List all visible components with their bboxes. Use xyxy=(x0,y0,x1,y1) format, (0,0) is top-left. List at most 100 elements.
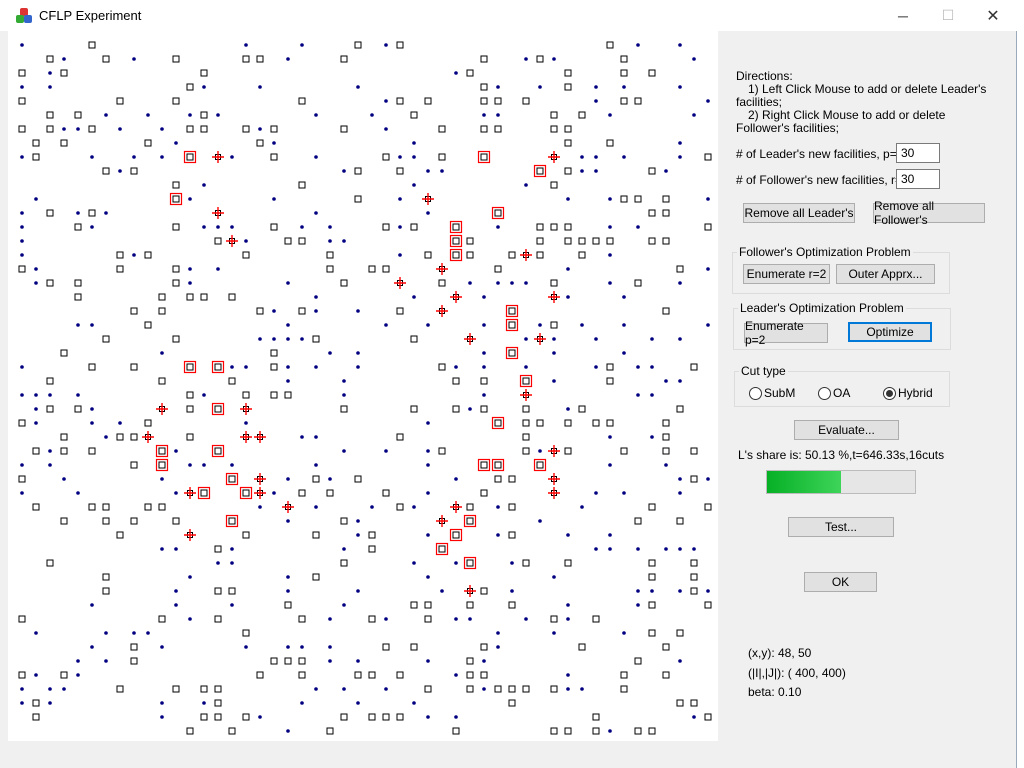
candidate-site xyxy=(424,601,432,609)
customer-point xyxy=(384,43,388,47)
candidate-site xyxy=(270,223,278,231)
radio-subm-label: SubM xyxy=(764,386,796,400)
candidate-site xyxy=(186,727,194,735)
leader-facility-marker xyxy=(239,486,253,500)
enumerate-p-button[interactable]: Enumerate p=2 xyxy=(744,319,828,347)
candidate-site xyxy=(522,559,530,567)
radio-hybrid[interactable]: Hybrid xyxy=(883,386,933,400)
leader-facility-site xyxy=(214,363,222,371)
leader-facility-site xyxy=(438,545,446,553)
candidate-site xyxy=(382,223,390,231)
customer-point xyxy=(538,519,542,523)
customer-point xyxy=(146,113,150,117)
remove-all-follower-button[interactable]: Remove all Follower's xyxy=(873,199,985,227)
customer-point xyxy=(566,673,570,677)
candidate-site xyxy=(256,139,264,147)
candidate-site xyxy=(18,97,26,105)
customer-point xyxy=(678,281,682,285)
follower-count-input[interactable]: 30 xyxy=(896,169,940,189)
customer-point xyxy=(664,463,668,467)
customer-point xyxy=(636,547,640,551)
candidate-site xyxy=(88,503,96,511)
candidate-site xyxy=(284,391,292,399)
candidate-site xyxy=(522,447,530,455)
customer-point xyxy=(188,197,192,201)
leader-facility-marker xyxy=(169,192,183,206)
candidate-site xyxy=(270,349,278,357)
candidate-site xyxy=(648,573,656,581)
sizes-readout: (|I|,|J|): ( 400, 400) xyxy=(748,666,846,680)
candidate-site xyxy=(648,503,656,511)
maximize-button[interactable]: ☐ xyxy=(941,7,955,23)
customer-point xyxy=(90,155,94,159)
evaluate-button[interactable]: Evaluate... xyxy=(794,420,899,440)
candidate-site xyxy=(368,545,376,553)
candidate-site xyxy=(340,517,348,525)
outer-approx-button[interactable]: Outer Apprx... xyxy=(836,264,935,284)
candidate-site xyxy=(354,475,362,483)
customer-point xyxy=(342,393,346,397)
leader-facility-site xyxy=(508,307,516,315)
leader-facility-site xyxy=(186,363,194,371)
facility-map-canvas[interactable] xyxy=(8,31,718,741)
minimize-button[interactable]: ─ xyxy=(898,7,908,24)
candidate-site xyxy=(396,671,404,679)
candidate-site xyxy=(158,307,166,315)
radio-subm[interactable]: SubM xyxy=(749,386,795,400)
candidate-site xyxy=(158,377,166,385)
candidate-site xyxy=(648,601,656,609)
candidate-site xyxy=(298,237,306,245)
customer-point xyxy=(20,365,24,369)
candidate-site xyxy=(606,377,614,385)
candidate-site xyxy=(564,447,572,455)
customer-point xyxy=(398,155,402,159)
candidate-site xyxy=(564,125,572,133)
follower-facility-marker xyxy=(548,151,560,163)
candidate-site xyxy=(270,363,278,371)
radio-oa[interactable]: OA xyxy=(818,386,850,400)
candidate-site xyxy=(480,489,488,497)
leader-facility-site xyxy=(466,517,474,525)
leader-count-input[interactable]: 30 xyxy=(896,143,940,163)
directions-heading: Directions: xyxy=(736,69,793,83)
remove-all-leader-button[interactable]: Remove all Leader's xyxy=(743,203,855,223)
candidate-site xyxy=(494,125,502,133)
leader-facility-site xyxy=(480,153,488,161)
follower-facility-marker xyxy=(548,487,560,499)
customer-point xyxy=(664,379,668,383)
ok-button[interactable]: OK xyxy=(804,572,877,592)
candidate-site xyxy=(340,713,348,721)
customer-point xyxy=(552,379,556,383)
enumerate-r-button[interactable]: Enumerate r=2 xyxy=(743,264,830,284)
candidate-site xyxy=(312,475,320,483)
close-button[interactable]: ✕ xyxy=(986,7,1000,25)
leader-facility-site xyxy=(522,377,530,385)
leader-facility-marker xyxy=(211,444,225,458)
candidate-site xyxy=(452,377,460,385)
candidate-site xyxy=(536,237,544,245)
candidate-site xyxy=(368,531,376,539)
follower-facility-marker xyxy=(254,431,266,443)
candidate-site xyxy=(480,405,488,413)
candidate-site xyxy=(480,377,488,385)
follower-facility-marker xyxy=(254,487,266,499)
customer-point xyxy=(90,603,94,607)
customer-point xyxy=(160,127,164,131)
customer-point xyxy=(580,169,584,173)
customer-point xyxy=(664,547,668,551)
customer-point xyxy=(356,351,360,355)
customer-point xyxy=(356,701,360,705)
candidate-site xyxy=(690,587,698,595)
customer-point xyxy=(650,365,654,369)
candidate-site xyxy=(102,517,110,525)
candidate-site xyxy=(424,685,432,693)
candidate-site xyxy=(158,503,166,511)
candidate-site xyxy=(88,363,96,371)
optimize-button[interactable]: Optimize xyxy=(848,322,932,342)
customer-point xyxy=(48,687,52,691)
customer-point xyxy=(202,393,206,397)
test-button[interactable]: Test... xyxy=(788,517,894,537)
customer-point xyxy=(356,519,360,523)
candidate-site xyxy=(550,279,558,287)
candidate-site xyxy=(382,153,390,161)
